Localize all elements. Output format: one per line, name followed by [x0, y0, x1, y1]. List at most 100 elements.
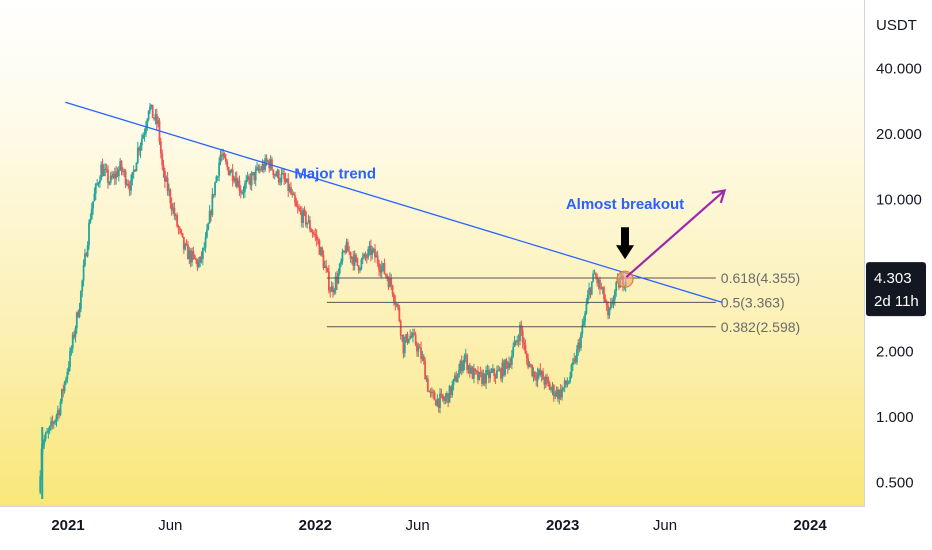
candle-body	[444, 397, 447, 401]
candle-body	[352, 256, 355, 266]
candle-body	[592, 273, 595, 282]
candle-body	[63, 381, 66, 392]
candle-body	[330, 286, 333, 292]
candle-body	[239, 190, 242, 193]
candle-body	[397, 304, 399, 308]
candle-body	[325, 265, 328, 268]
candle-body	[353, 254, 356, 266]
candle-body	[136, 147, 139, 163]
candle-body	[314, 233, 317, 235]
candle-body	[500, 369, 502, 379]
candle-body	[121, 170, 124, 173]
candle-body	[410, 335, 413, 338]
candle-body	[299, 209, 302, 212]
x-tick-label: 2024	[793, 517, 827, 534]
candles-layer	[39, 103, 627, 499]
current-price-badge-bg	[866, 262, 926, 317]
candle-body	[513, 340, 516, 347]
candle-body	[532, 371, 535, 377]
candle-body	[449, 386, 452, 395]
candle-body	[384, 273, 387, 276]
candle-body	[279, 181, 281, 183]
candle-body	[65, 379, 67, 382]
candle-body	[368, 245, 371, 250]
candle-body	[443, 399, 445, 401]
candle-body	[478, 372, 481, 380]
candle-body	[70, 348, 73, 352]
candle-body	[304, 211, 307, 225]
candle-body	[238, 180, 241, 191]
candle-body	[351, 256, 353, 259]
candle-body	[603, 287, 605, 299]
candle-body	[367, 249, 370, 258]
candle-body	[440, 393, 443, 395]
candle-body	[375, 255, 378, 258]
candle-body	[520, 324, 523, 331]
candle-body	[594, 273, 597, 278]
candle-body	[607, 305, 609, 316]
candle-body	[58, 410, 61, 415]
time-axis-panel[interactable]	[0, 506, 932, 550]
candle-body	[82, 265, 85, 281]
candle-body	[605, 302, 608, 306]
candle-body	[105, 168, 108, 171]
candle-body	[521, 330, 524, 343]
candle-body	[382, 263, 384, 267]
candle-body	[61, 389, 63, 402]
candle-body	[224, 158, 227, 162]
candle-body	[218, 162, 221, 177]
candle-body	[227, 167, 230, 175]
candle-body	[454, 375, 456, 379]
candle-body	[554, 394, 557, 397]
candle-body	[445, 393, 448, 398]
candle-body	[462, 363, 464, 371]
current-price-value: 4.303	[874, 270, 912, 287]
candle-body	[436, 398, 439, 406]
candle-body	[250, 173, 253, 186]
y-tick-label: 40.000	[876, 61, 922, 78]
candle-body	[577, 342, 580, 350]
candle-body	[93, 193, 96, 202]
candle-body	[417, 347, 420, 352]
candle-body	[84, 253, 86, 266]
candle-body	[498, 369, 501, 371]
candle-body	[113, 174, 116, 179]
y-tick-label: 20.000	[876, 126, 922, 143]
candle-body	[220, 154, 223, 156]
candle-body	[249, 178, 252, 186]
candle-body	[357, 265, 360, 271]
candle-body	[226, 161, 229, 168]
candle-body	[117, 169, 120, 177]
current-price-badge: 4.303 2d 11h	[866, 262, 926, 317]
trendline-layer[interactable]: Major trend	[65, 101, 723, 304]
candle-body	[280, 173, 283, 182]
candle-body	[51, 421, 54, 424]
candle-body	[174, 215, 177, 217]
major-trendline[interactable]	[65, 101, 723, 304]
candle-body	[187, 244, 189, 260]
candle-body	[433, 392, 436, 401]
candle-body	[361, 257, 364, 260]
candle-body	[159, 141, 162, 154]
candle-body	[571, 362, 574, 365]
candle-body	[215, 176, 218, 183]
candle-body	[489, 371, 492, 379]
candle-body	[402, 334, 405, 354]
candle-body	[216, 176, 219, 178]
candle-body	[85, 253, 88, 257]
candle-body	[369, 245, 372, 255]
candle-body	[552, 385, 555, 397]
candle-body	[395, 304, 398, 306]
candle-body	[185, 243, 188, 245]
candle-body	[588, 287, 590, 296]
candle-body	[349, 252, 352, 259]
candle-body	[487, 370, 490, 379]
candle-body	[131, 172, 134, 181]
candle-body	[313, 233, 315, 235]
candle-body	[497, 370, 500, 372]
candle-body	[426, 378, 429, 391]
fib-retracement[interactable]: 0.618(4.355) 0.5(3.363) 0.382(2.598)	[326, 270, 800, 335]
candle-body	[550, 389, 553, 391]
candle-body	[157, 120, 160, 124]
